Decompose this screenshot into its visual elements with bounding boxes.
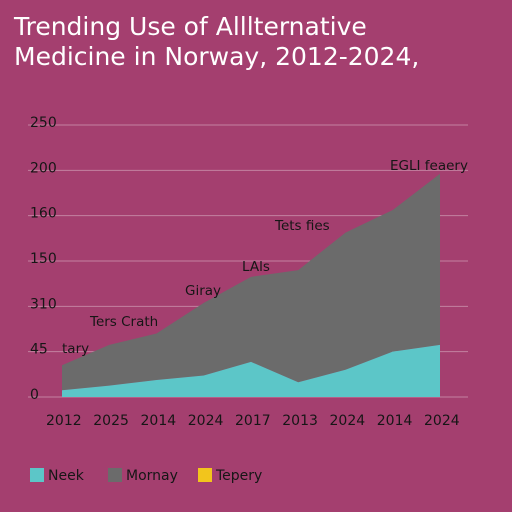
y-tick-label: 45 <box>30 342 48 358</box>
x-tick-label: 2013 <box>282 413 318 429</box>
legend-label: Mornay <box>126 468 178 484</box>
x-tick-label: 2014 <box>377 413 413 429</box>
annotation: LAls <box>242 259 270 275</box>
x-tick-label: 2017 <box>235 413 271 429</box>
x-tick-label: 2012 <box>46 413 82 429</box>
x-tick-label: 2014 <box>141 413 177 429</box>
x-tick-label: 2025 <box>93 413 129 429</box>
legend-label: Neek <box>48 468 85 484</box>
y-tick-label: 0 <box>30 387 39 403</box>
chart-title: Trending Use of Alllternative <box>13 12 367 41</box>
x-tick-label: 2024 <box>188 413 224 429</box>
y-tick-label: 310 <box>30 296 57 312</box>
annotation: Ters Crath <box>89 314 158 330</box>
x-tick-label: 2024 <box>424 413 460 429</box>
legend-swatch <box>30 468 44 482</box>
annotation: Tets fies <box>274 218 330 234</box>
area <box>62 173 440 391</box>
x-tick-label: 2024 <box>330 413 366 429</box>
y-tick-label: 200 <box>30 160 57 176</box>
legend-swatch <box>198 468 212 482</box>
legend-label: Tepery <box>215 468 262 484</box>
y-tick-label: 250 <box>30 115 57 131</box>
legend-swatch <box>108 468 122 482</box>
chart-title: Medicine in Norway, 2012-2024, <box>14 42 419 71</box>
y-tick-label: 150 <box>30 251 57 267</box>
annotation: Giray <box>185 283 221 299</box>
area <box>62 344 440 397</box>
annotation: tary <box>62 341 89 357</box>
annotation: EGLI feaery <box>390 158 468 174</box>
y-tick-label: 160 <box>30 206 57 222</box>
